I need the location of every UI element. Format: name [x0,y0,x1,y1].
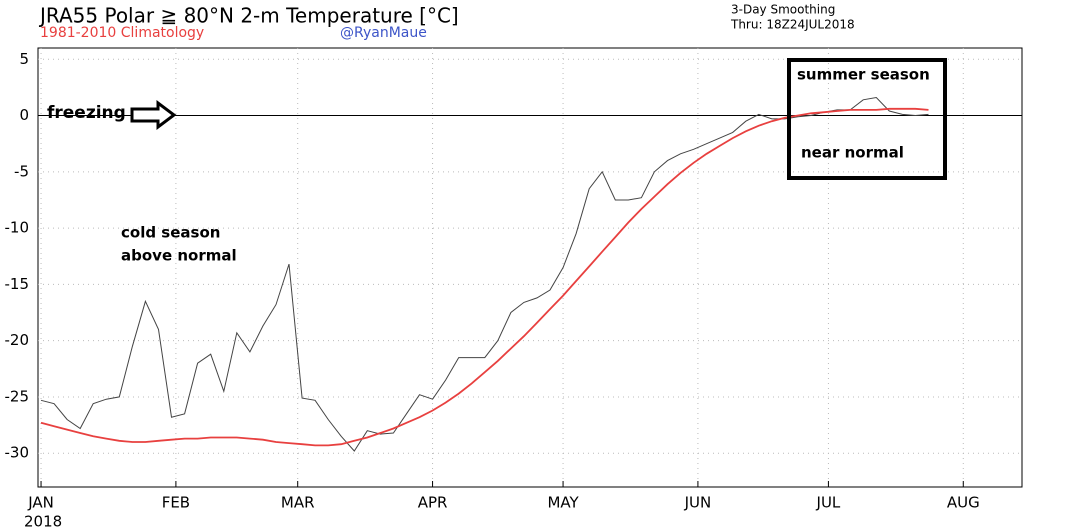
series-line [40,96,929,452]
year-label: 2018 [24,513,62,531]
y-tick-label: -10 [5,219,30,237]
arrow [130,100,177,130]
annotation: summer season [797,66,930,84]
y-tick-label: 0 [19,106,29,124]
x-tick-label: JUL [816,494,841,512]
x-tick-label: JAN [27,494,54,512]
plot-frame [37,47,1023,488]
grid [38,48,1022,487]
x-tick-label: AUG [947,494,980,512]
annotation: above normal [121,247,237,265]
y-tick-label: -30 [5,444,30,462]
chart-title: JRA55 Polar ≧ 80°N 2-m Temperature [°C] [38,4,459,28]
x-tick-label: MAR [281,494,315,512]
x-tick-label: MAY [547,494,579,512]
y-tick-label: -15 [5,275,30,293]
annotation: cold season [121,224,220,242]
note: 3-Day Smoothing [731,3,835,17]
x-tick-label: APR [418,494,448,512]
y-tick-label: -25 [5,387,30,405]
highlight-box [787,58,947,180]
valid-time: Thru: 18Z24JUL2018 [730,18,855,32]
annotation: near normal [801,144,904,162]
x-tick-label: JUN [684,494,712,512]
lines [38,96,1022,452]
x-tick-label: FEB [162,494,190,512]
legend-entry: 1981-2010 Climatology [40,25,204,41]
credit: @RyanMaue [340,25,427,41]
annotation: freezing [47,103,126,123]
y-tick-label: 5 [19,50,29,68]
y-tick-label: -20 [5,331,30,349]
series-line [40,107,929,447]
y-tick-label: -5 [14,162,29,180]
